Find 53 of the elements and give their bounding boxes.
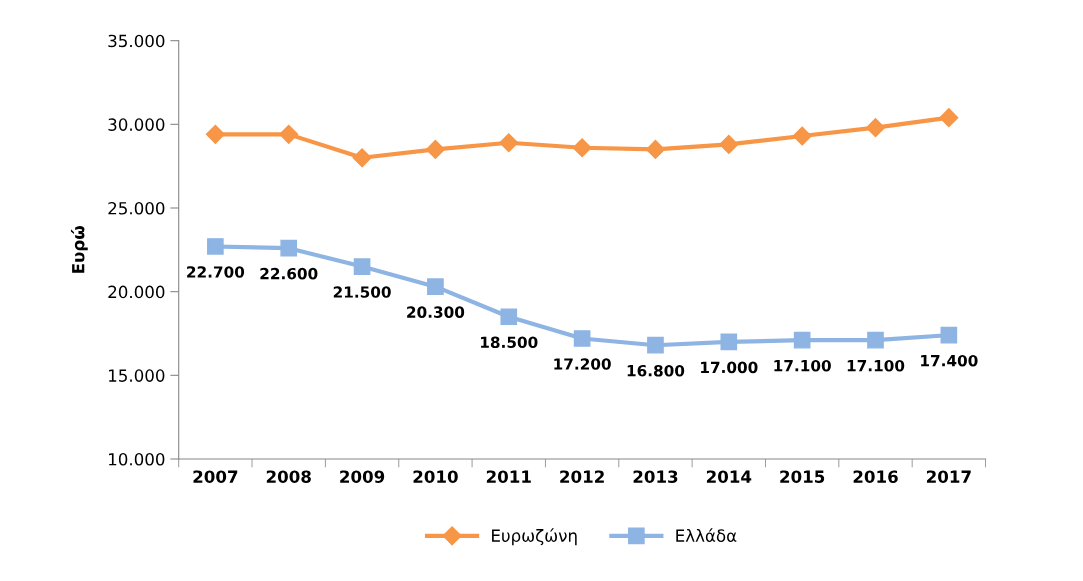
point — [645, 139, 665, 159]
point — [793, 331, 811, 349]
point — [572, 138, 592, 158]
y-tick-label: 20.000 — [108, 285, 165, 299]
point — [353, 258, 371, 275]
x-tick-label: 2009 — [340, 470, 385, 483]
legend-label: Ευρωζώνη — [492, 528, 577, 546]
point — [499, 133, 519, 153]
point — [719, 134, 739, 154]
x-tick-label: 2014 — [706, 470, 752, 483]
x-tick-label: 2008 — [266, 470, 311, 483]
y-tick-label: 10.000 — [109, 452, 165, 466]
point — [500, 308, 518, 326]
point — [280, 239, 298, 257]
point — [939, 108, 959, 128]
data-label: 17.100 — [774, 359, 831, 372]
point — [720, 333, 738, 351]
point — [792, 126, 812, 146]
y-tick-label: 35.000 — [108, 34, 165, 48]
point — [279, 124, 299, 144]
data-label: 17.000 — [701, 361, 758, 374]
point — [352, 148, 372, 168]
y-tick-label: 25.000 — [108, 201, 165, 215]
data-label: 17.200 — [554, 358, 611, 370]
point — [865, 118, 886, 138]
legend-label: Ελλάδα — [676, 528, 737, 542]
point — [647, 336, 664, 354]
data-label: 20.300 — [407, 306, 465, 318]
data-label: 22.700 — [187, 266, 245, 278]
data-label: 18.500 — [481, 336, 538, 349]
point — [573, 330, 591, 347]
point — [940, 326, 958, 344]
x-tick-label: 2013 — [633, 470, 678, 483]
data-label: 21.500 — [333, 286, 391, 298]
data-label: 16.800 — [627, 364, 685, 377]
x-tick-label: 2011 — [486, 470, 531, 483]
point — [207, 238, 224, 255]
x-tick-label: 2015 — [780, 470, 825, 483]
y-axis-title: Ευρώ — [70, 226, 88, 273]
x-tick-label: 2010 — [413, 470, 458, 483]
x-tick-label: 2012 — [560, 470, 604, 483]
x-tick-label: 2016 — [853, 470, 898, 483]
y-tick-label: 15.000 — [109, 369, 165, 382]
x-tick-label: 2007 — [193, 470, 238, 483]
data-label: 17.400 — [921, 354, 978, 367]
point — [867, 331, 884, 349]
point — [425, 139, 445, 159]
y-tick-label: 30.000 — [108, 118, 165, 131]
x-tick-label: 2017 — [926, 470, 971, 483]
data-label: 17.100 — [847, 359, 905, 372]
point — [205, 124, 225, 144]
point — [427, 278, 444, 295]
data-label: 22.600 — [260, 267, 318, 280]
